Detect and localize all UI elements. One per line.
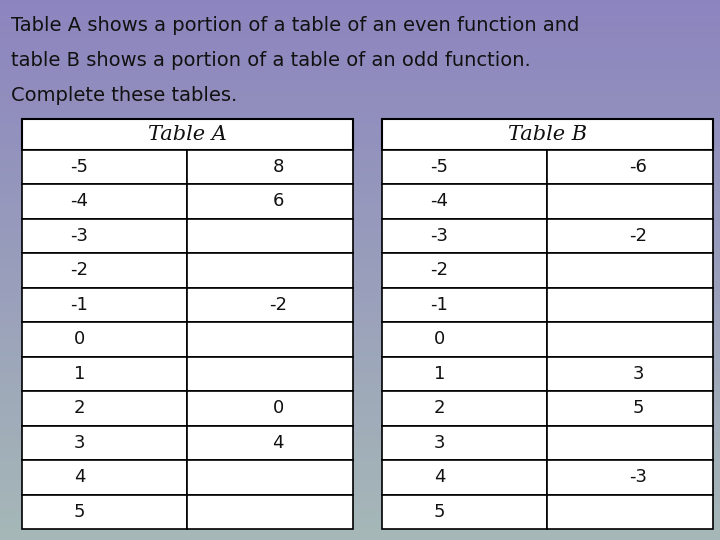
Bar [22,391,187,426]
Text: 6: 6 [273,192,284,211]
Text: -4: -4 [431,192,449,211]
Text: 1: 1 [434,365,445,383]
Bar [382,322,547,356]
Bar [22,356,187,391]
Bar [187,495,353,529]
Bar [547,322,713,356]
Text: -5: -5 [71,158,89,176]
Text: -2: -2 [269,296,287,314]
Text: 5: 5 [74,503,85,521]
Bar [187,253,353,288]
Bar [382,426,547,460]
Text: -5: -5 [431,158,449,176]
Bar [22,119,353,150]
Text: 0: 0 [74,330,85,348]
Bar [547,426,713,460]
Bar [382,495,547,529]
Text: -2: -2 [71,261,89,279]
Bar [187,391,353,426]
Bar [547,184,713,219]
Bar [382,119,713,150]
Text: 3: 3 [434,434,445,452]
Bar [547,495,713,529]
Text: -3: -3 [431,227,449,245]
Text: 2: 2 [74,400,85,417]
Text: 4: 4 [273,434,284,452]
Text: 0: 0 [273,400,284,417]
Bar [22,288,187,322]
Bar [382,150,547,184]
Bar [22,322,187,356]
Text: -1: -1 [431,296,449,314]
Bar [547,253,713,288]
Text: 8: 8 [273,158,284,176]
Text: -4: -4 [71,192,89,211]
Bar [382,184,547,219]
Bar [22,150,187,184]
Bar [22,460,187,495]
Text: -3: -3 [629,468,647,487]
Bar [382,288,547,322]
Bar [187,150,353,184]
Text: 3: 3 [633,365,644,383]
Bar [187,356,353,391]
Text: Table A shows a portion of a table of an even function and: Table A shows a portion of a table of an… [11,16,579,35]
Text: table B shows a portion of a table of an odd function.: table B shows a portion of a table of an… [11,51,531,70]
Text: 5: 5 [434,503,445,521]
Bar [22,426,187,460]
Text: Complete these tables.: Complete these tables. [11,86,237,105]
Text: -2: -2 [431,261,449,279]
Bar [382,253,547,288]
Text: 3: 3 [74,434,85,452]
Bar [187,322,353,356]
Bar [22,253,187,288]
Bar [547,150,713,184]
Bar [187,184,353,219]
Bar [22,184,187,219]
Bar [382,391,547,426]
Bar [22,495,187,529]
Text: -3: -3 [71,227,89,245]
Text: -2: -2 [629,227,647,245]
Text: -6: -6 [629,158,647,176]
Text: Table A: Table A [148,125,227,144]
Bar [382,219,547,253]
Text: Table B: Table B [508,125,587,144]
Text: 4: 4 [74,468,85,487]
Bar [547,219,713,253]
Text: 4: 4 [434,468,445,487]
Bar [382,356,547,391]
Bar [547,460,713,495]
Bar [187,426,353,460]
Text: 5: 5 [633,400,644,417]
Bar [547,288,713,322]
Text: 2: 2 [434,400,445,417]
Bar [187,288,353,322]
Bar [547,356,713,391]
Bar [22,219,187,253]
Bar [547,391,713,426]
Bar [187,460,353,495]
Bar [187,219,353,253]
Text: 1: 1 [74,365,85,383]
Text: -1: -1 [71,296,89,314]
Bar [382,460,547,495]
Text: 0: 0 [434,330,445,348]
